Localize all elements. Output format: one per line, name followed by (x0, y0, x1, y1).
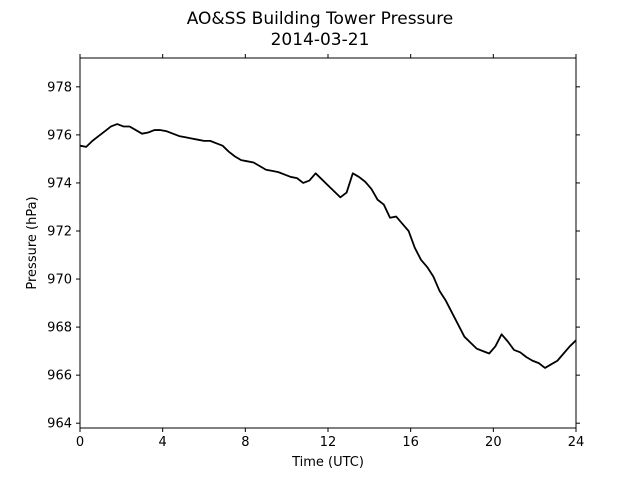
x-tick-label: 4 (159, 435, 167, 450)
y-tick-label: 968 (47, 321, 72, 336)
y-tick-label: 972 (47, 224, 72, 239)
x-tick-label: 8 (241, 435, 249, 450)
y-tick-label: 964 (47, 417, 72, 432)
y-axis-label: Pressure (hPa) (25, 196, 40, 289)
chart-title: AO&SS Building Tower Pressure (187, 9, 454, 29)
y-tick-label: 966 (47, 369, 72, 384)
y-axis: 964 966 968 970 972 974 976 978 (47, 80, 580, 432)
y-tick-label: 970 (47, 273, 72, 288)
chart-subtitle: 2014-03-21 (271, 30, 370, 50)
x-tick-label: 12 (320, 435, 337, 450)
x-axis: 0 4 8 12 16 20 24 (76, 54, 584, 450)
x-tick-label: 20 (485, 435, 502, 450)
x-tick-label: 16 (402, 435, 419, 450)
y-tick-label: 974 (47, 176, 72, 191)
x-axis-label: Time (UTC) (291, 455, 364, 470)
plot-area (79, 57, 577, 429)
y-tick-label: 978 (47, 80, 72, 95)
y-tick-label: 976 (47, 128, 72, 143)
x-tick-label: 0 (76, 435, 84, 450)
x-tick-label: 24 (568, 435, 585, 450)
pressure-series-line (79, 123, 577, 369)
